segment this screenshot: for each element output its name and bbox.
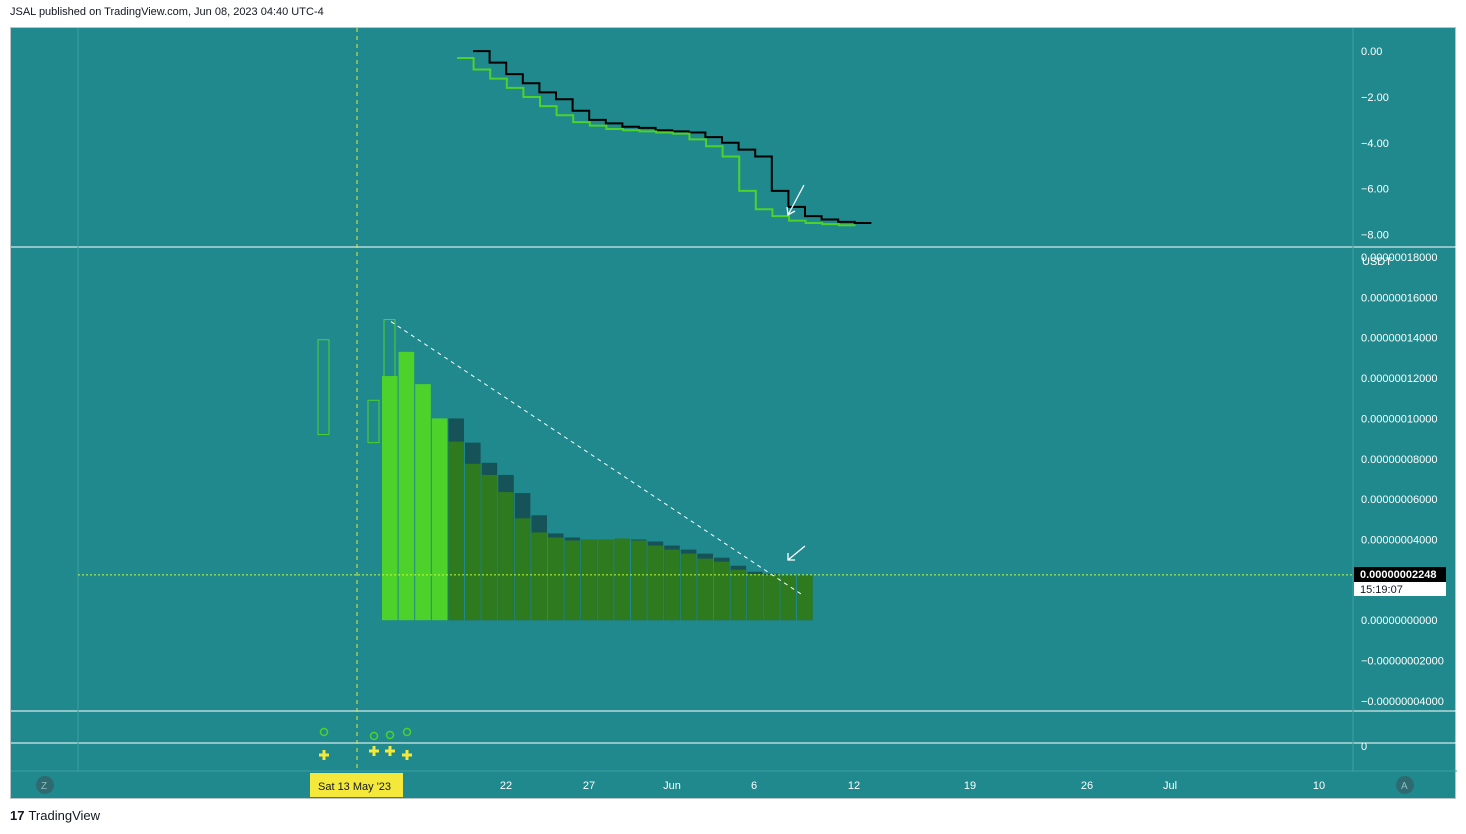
main-ytick-label: 0.00000004000 — [1361, 534, 1437, 546]
plus-marker — [319, 750, 329, 760]
outline-candle — [367, 399, 380, 444]
countdown-box — [1354, 582, 1446, 596]
line-series-green — [457, 57, 856, 227]
tradingview-logo-icon: 17 — [10, 808, 25, 823]
bar-green — [597, 539, 614, 621]
footer-brand[interactable]: 17 TradingView — [10, 808, 100, 823]
bottom-ytick-label: 0 — [1361, 741, 1367, 753]
top-ytick-label: −6.00 — [1361, 184, 1389, 196]
bar-green — [680, 553, 697, 621]
bar-green — [647, 545, 664, 621]
footer-brand-label: TradingView — [28, 808, 101, 823]
main-ytick-label: 0.00000008000 — [1361, 454, 1437, 466]
main-ytick-label: −0.00000002000 — [1361, 656, 1444, 668]
price-label-box — [1354, 567, 1446, 582]
time-axis-label: 10 — [1313, 780, 1325, 792]
top-ytick-label: −2.00 — [1361, 92, 1389, 104]
bar-green — [581, 539, 597, 621]
countdown-label: 15:19:07 — [1360, 584, 1403, 596]
main-ytick-label: 0.00000018000 — [1361, 252, 1437, 264]
bar-green — [797, 574, 813, 621]
arrow-annotation-main — [787, 545, 806, 561]
crosshair-date-label: Sat 13 May '23 — [318, 781, 391, 793]
circle-marker — [319, 727, 329, 737]
bar-bright — [415, 384, 431, 621]
main-ytick-label: 0.00000012000 — [1361, 373, 1437, 385]
main-ytick-label: −0.00000004000 — [1361, 696, 1444, 708]
bar-green — [664, 549, 680, 621]
bar-green — [548, 537, 564, 621]
bar-green — [448, 441, 464, 621]
unit-label: USDT — [1362, 256, 1392, 268]
outline-candle — [383, 319, 396, 425]
time-axis-label: 6 — [751, 780, 757, 792]
arrow-annotation-top — [786, 184, 805, 217]
bar-bright — [382, 376, 398, 621]
publisher-header: JSAL published on TradingView.com, Jun 0… — [10, 6, 324, 18]
auto-scale-button[interactable]: A — [1396, 776, 1414, 794]
zoom-reset-label: Z — [41, 781, 47, 792]
main-ytick-label: 0.00000006000 — [1361, 494, 1437, 506]
line-series-black — [473, 50, 872, 224]
bar-green — [614, 538, 630, 621]
plus-marker — [369, 746, 379, 756]
zoom-reset-button[interactable]: Z — [36, 776, 54, 794]
plus-marker — [402, 750, 412, 760]
time-axis-label: Jul — [1163, 780, 1177, 792]
bar-bright — [431, 418, 448, 621]
main-price-pane: 0.00000018000 0.00000016000 0.00000014000 0… — [78, 252, 1444, 708]
bar-green — [465, 463, 481, 621]
main-ytick-label: 0.00000010000 — [1361, 413, 1437, 425]
outline-candle — [317, 339, 330, 436]
top-ytick-label: −4.00 — [1361, 138, 1389, 150]
price-label: 0.00000002248 — [1360, 569, 1436, 581]
time-axis-label: 12 — [848, 780, 860, 792]
top-ytick-label: −8.00 — [1361, 229, 1389, 241]
circle-marker — [402, 727, 412, 737]
time-axis-label: 26 — [1081, 780, 1093, 792]
circle-marker — [385, 730, 395, 740]
main-ytick-label: 0.00000000000 — [1361, 615, 1437, 627]
bar-green — [514, 518, 531, 621]
plus-marker — [385, 746, 395, 756]
bar-green — [780, 574, 796, 621]
time-axis-label: 22 — [500, 780, 512, 792]
bar-bright — [398, 351, 415, 621]
auto-scale-label: A — [1401, 781, 1408, 792]
bar-green — [631, 540, 647, 621]
top-ytick-label: 0.00 — [1361, 46, 1382, 58]
crosshair-date-box — [310, 773, 403, 797]
bar-green — [531, 532, 547, 621]
indicator-top-pane: 0.00 −2.00 −4.00 −6.00 −8.00 — [457, 46, 1389, 241]
time-axis-label: Jun — [663, 780, 681, 792]
bar-green — [730, 569, 747, 621]
main-ytick-label: 0.00000014000 — [1361, 333, 1437, 345]
chart-container[interactable]: USDT 0.00 −2.00 −4.00 −6.00 −8.00 0.00000018… — [10, 27, 1457, 800]
circle-marker — [369, 731, 379, 741]
time-axis[interactable]: 22 27 Jun 6 12 19 26 Jul 10 — [500, 780, 1325, 792]
bar-green — [481, 474, 498, 621]
time-axis-label: 27 — [583, 780, 595, 792]
indicator-bottom-pane: 0 — [319, 727, 1367, 760]
bar-green — [498, 492, 514, 621]
bar-green — [747, 573, 763, 621]
time-axis-label: 19 — [964, 780, 976, 792]
trendline-dashed — [390, 321, 805, 597]
bar-green — [763, 574, 780, 621]
main-ytick-label: 0.00000016000 — [1361, 292, 1437, 304]
bar-green — [714, 561, 730, 621]
bar-green — [697, 558, 713, 621]
chart-canvas[interactable]: USDT 0.00 −2.00 −4.00 −6.00 −8.00 0.00000018… — [11, 28, 1457, 800]
bar-green — [564, 540, 581, 621]
